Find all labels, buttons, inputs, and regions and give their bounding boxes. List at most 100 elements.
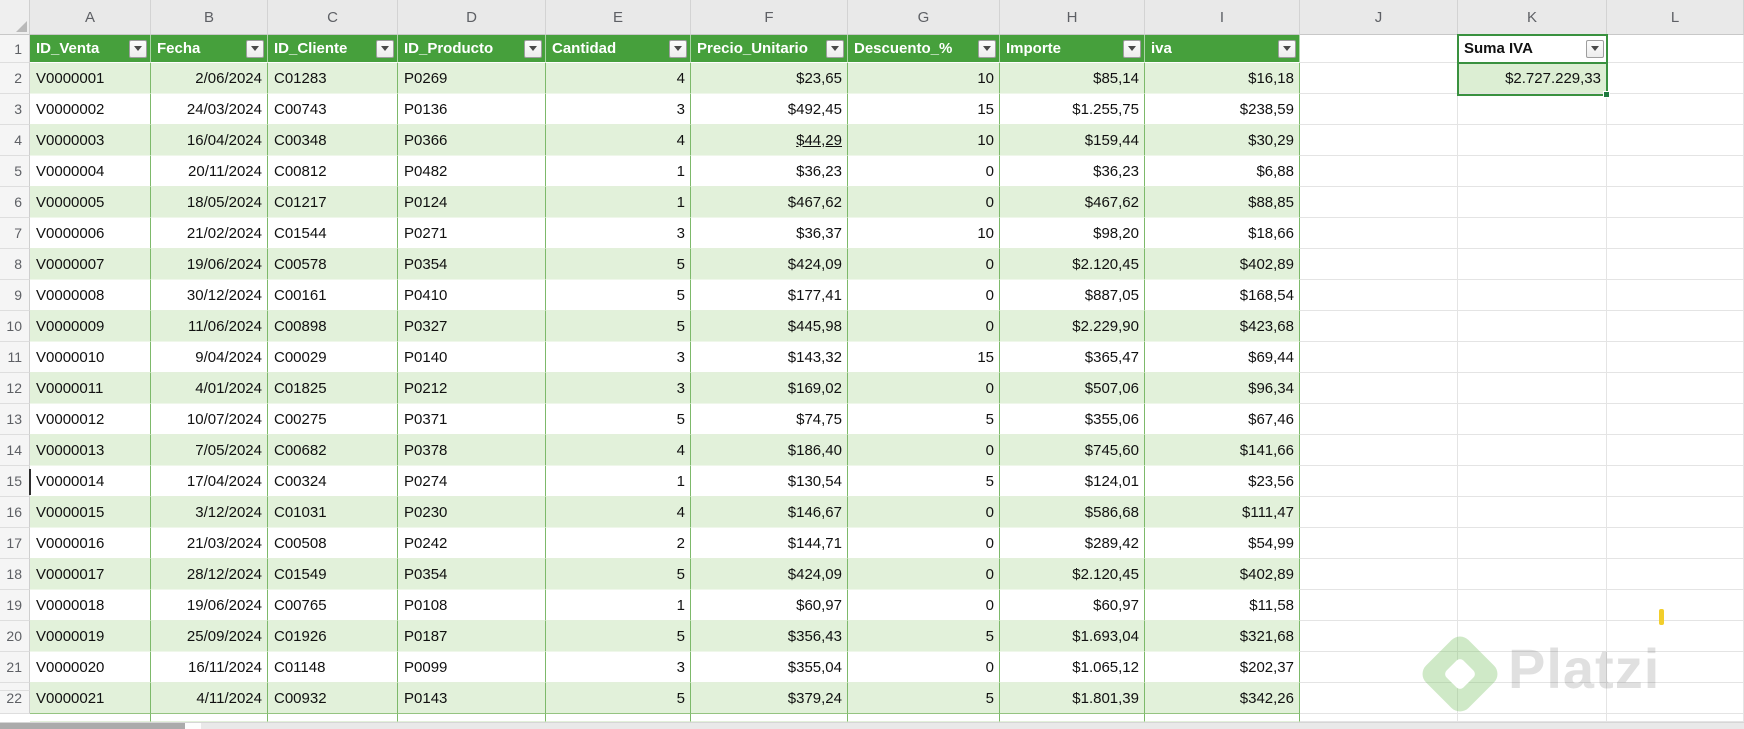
cell-A19[interactable]: V0000018 [30, 590, 151, 621]
cell-D3[interactable]: P0136 [398, 94, 546, 125]
cell-F15[interactable]: $130,54 [691, 466, 848, 497]
cell-C5[interactable]: C00812 [268, 156, 398, 187]
cell-I22[interactable]: $342,26 [1145, 683, 1300, 714]
cell-B13[interactable]: 10/07/2024 [151, 404, 268, 435]
cell-I6[interactable]: $88,85 [1145, 187, 1300, 218]
cell-J9[interactable] [1300, 280, 1458, 311]
cell-G16[interactable]: 0 [848, 497, 1000, 528]
cell-B17[interactable]: 21/03/2024 [151, 528, 268, 559]
row-number-21[interactable]: 21 [0, 652, 30, 683]
cell-L23-partial[interactable] [1607, 714, 1744, 722]
cell-E22[interactable]: 5 [546, 683, 691, 714]
header-fecha[interactable]: Fecha [151, 35, 268, 63]
cell-G18[interactable]: 0 [848, 559, 1000, 590]
cell-G7[interactable]: 10 [848, 218, 1000, 249]
cell-H11[interactable]: $365,47 [1000, 342, 1145, 373]
cell-D16[interactable]: P0230 [398, 497, 546, 528]
cell-F4[interactable]: $44,29 [691, 125, 848, 156]
cell-B16[interactable]: 3/12/2024 [151, 497, 268, 528]
column-header-B[interactable]: B [151, 0, 268, 35]
cell-A22[interactable]: V0000021 [30, 683, 151, 714]
cell-G19[interactable]: 0 [848, 590, 1000, 621]
cell-K7[interactable] [1458, 218, 1607, 249]
cell-I16[interactable]: $111,47 [1145, 497, 1300, 528]
cell-A11[interactable]: V0000010 [30, 342, 151, 373]
cell-J10[interactable] [1300, 311, 1458, 342]
cell-J20[interactable] [1300, 621, 1458, 652]
cell-I18[interactable]: $402,89 [1145, 559, 1300, 590]
cell-K13[interactable] [1458, 404, 1607, 435]
row-number-12[interactable]: 12 [0, 373, 30, 404]
cell-H5[interactable]: $36,23 [1000, 156, 1145, 187]
cell-D8[interactable]: P0354 [398, 249, 546, 280]
cell-K15[interactable] [1458, 466, 1607, 497]
header-cantidad[interactable]: Cantidad [546, 35, 691, 63]
filter-button[interactable] [246, 39, 264, 58]
filter-button[interactable] [826, 39, 844, 58]
cell-F22[interactable]: $379,24 [691, 683, 848, 714]
cell-C23-partial[interactable] [268, 714, 398, 722]
cell-D6[interactable]: P0124 [398, 187, 546, 218]
cell-L11[interactable] [1607, 342, 1744, 373]
cell-K10[interactable] [1458, 311, 1607, 342]
cell-D19[interactable]: P0108 [398, 590, 546, 621]
cell-H16[interactable]: $586,68 [1000, 497, 1145, 528]
cell-L13[interactable] [1607, 404, 1744, 435]
cell-K18[interactable] [1458, 559, 1607, 590]
cell-I20[interactable]: $321,68 [1145, 621, 1300, 652]
row-number-7[interactable]: 7 [0, 218, 30, 249]
cell-H19[interactable]: $60,97 [1000, 590, 1145, 621]
cell-L6[interactable] [1607, 187, 1744, 218]
cell-E12[interactable]: 3 [546, 373, 691, 404]
cell-C6[interactable]: C01217 [268, 187, 398, 218]
cell-H10[interactable]: $2.229,90 [1000, 311, 1145, 342]
cell-E5[interactable]: 1 [546, 156, 691, 187]
summary-value[interactable]: $2.727.229,33 [1458, 63, 1607, 94]
row-number-10[interactable]: 10 [0, 311, 30, 342]
cell-D2[interactable]: P0269 [398, 63, 546, 94]
header-id_cliente[interactable]: ID_Cliente [268, 35, 398, 63]
cell-B7[interactable]: 21/02/2024 [151, 218, 268, 249]
cell-E3[interactable]: 3 [546, 94, 691, 125]
cell-C7[interactable]: C01544 [268, 218, 398, 249]
row-number-5[interactable]: 5 [0, 156, 30, 187]
row-number-18[interactable]: 18 [0, 559, 30, 590]
cell-L21[interactable] [1607, 652, 1744, 683]
cell-I13[interactable]: $67,46 [1145, 404, 1300, 435]
cell-B23-partial[interactable] [151, 714, 268, 722]
cell-K12[interactable] [1458, 373, 1607, 404]
column-header-F[interactable]: F [691, 0, 848, 35]
cell-H3[interactable]: $1.255,75 [1000, 94, 1145, 125]
cell-K3[interactable] [1458, 94, 1607, 125]
cell-A8[interactable]: V0000007 [30, 249, 151, 280]
cell-K19[interactable] [1458, 590, 1607, 621]
cell-L1[interactable] [1607, 35, 1744, 63]
cell-H14[interactable]: $745,60 [1000, 435, 1145, 466]
row-number-13[interactable]: 13 [0, 404, 30, 435]
cell-A20[interactable]: V0000019 [30, 621, 151, 652]
cell-E15[interactable]: 1 [546, 466, 691, 497]
cell-A5[interactable]: V0000004 [30, 156, 151, 187]
cell-A13[interactable]: V0000012 [30, 404, 151, 435]
cell-B11[interactable]: 9/04/2024 [151, 342, 268, 373]
cell-J6[interactable] [1300, 187, 1458, 218]
cell-F2[interactable]: $23,65 [691, 63, 848, 94]
cell-F10[interactable]: $445,98 [691, 311, 848, 342]
summary-header[interactable]: Suma IVA [1458, 35, 1607, 63]
cell-C15[interactable]: C00324 [268, 466, 398, 497]
cell-F9[interactable]: $177,41 [691, 280, 848, 311]
cell-C11[interactable]: C00029 [268, 342, 398, 373]
cell-G10[interactable]: 0 [848, 311, 1000, 342]
header-id_venta[interactable]: ID_Venta [30, 35, 151, 63]
select-all-corner[interactable] [0, 0, 30, 35]
row-number-23-partial[interactable] [0, 683, 30, 691]
cell-K6[interactable] [1458, 187, 1607, 218]
cell-C13[interactable]: C00275 [268, 404, 398, 435]
cell-J17[interactable] [1300, 528, 1458, 559]
cell-E9[interactable]: 5 [546, 280, 691, 311]
cell-J13[interactable] [1300, 404, 1458, 435]
filter-button[interactable] [978, 39, 996, 58]
horizontal-scrollbar[interactable] [0, 722, 1744, 729]
cell-K4[interactable] [1458, 125, 1607, 156]
cell-K11[interactable] [1458, 342, 1607, 373]
